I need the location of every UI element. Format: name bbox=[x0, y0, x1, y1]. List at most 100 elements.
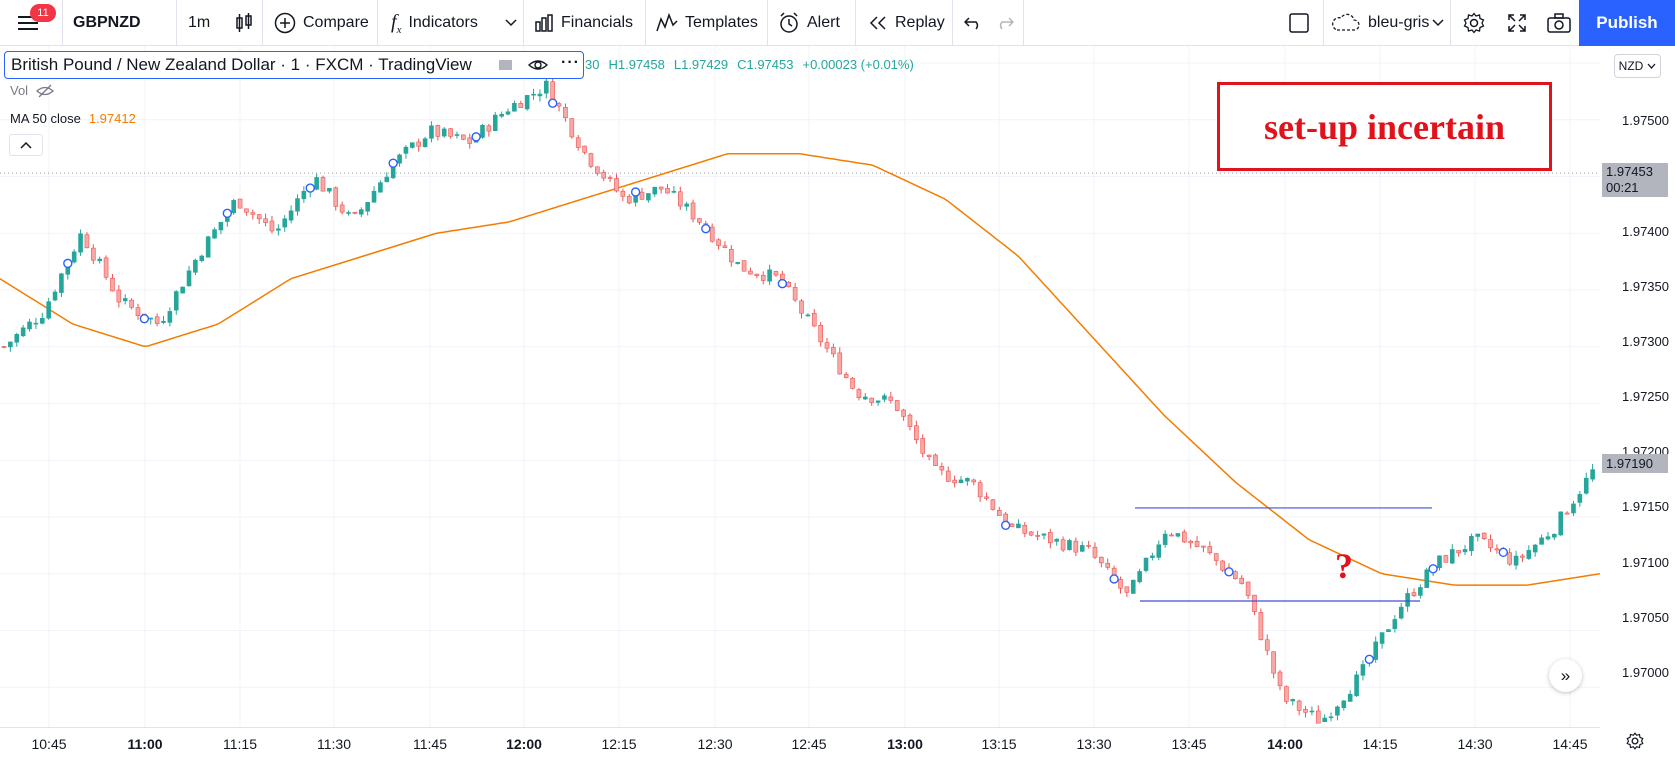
symbol-legend[interactable]: British Pound / New Zealand Dollar · 1 ·… bbox=[4, 51, 584, 79]
candle-body bbox=[1035, 535, 1040, 537]
candle-body bbox=[709, 226, 715, 242]
candle bbox=[256, 213, 262, 224]
menu-button[interactable] bbox=[18, 0, 40, 46]
candle bbox=[1315, 705, 1321, 724]
candle-body bbox=[818, 324, 823, 343]
candle bbox=[448, 128, 453, 139]
eye-icon[interactable] bbox=[527, 55, 549, 80]
candle-body bbox=[1028, 531, 1034, 536]
replay-label: Replay bbox=[895, 14, 945, 31]
annotation-question-mark[interactable]: ? bbox=[1335, 546, 1353, 586]
candle-body bbox=[1079, 545, 1085, 552]
change-value: +0.00023 (+0.01%) bbox=[802, 57, 914, 72]
indicators-dropdown[interactable] bbox=[505, 0, 517, 46]
candle-body bbox=[148, 317, 154, 320]
candle-body bbox=[690, 202, 696, 220]
candle-body bbox=[339, 204, 345, 213]
redo-button[interactable] bbox=[996, 0, 1014, 46]
candle-body bbox=[773, 271, 779, 276]
interval-button[interactable]: 1m bbox=[188, 14, 211, 31]
candle-body bbox=[212, 229, 217, 239]
layout-button[interactable] bbox=[1288, 0, 1310, 46]
candle bbox=[1130, 579, 1136, 594]
ma-legend[interactable]: MA 50 close 1.97412 bbox=[10, 111, 136, 126]
candle bbox=[352, 211, 358, 215]
candle bbox=[607, 175, 613, 182]
candle-body bbox=[894, 400, 900, 411]
candle bbox=[1073, 537, 1079, 557]
fullscreen-button[interactable] bbox=[1507, 0, 1527, 46]
flag-icon[interactable] bbox=[499, 60, 512, 70]
eye-hidden-icon[interactable] bbox=[36, 84, 55, 98]
candle-body bbox=[1373, 641, 1378, 660]
candle-body bbox=[1443, 555, 1449, 563]
candle-body bbox=[786, 281, 792, 287]
alert-button[interactable]: Alert bbox=[778, 0, 840, 46]
candle-body bbox=[952, 479, 957, 484]
candle bbox=[384, 172, 390, 183]
candle-body bbox=[914, 425, 919, 440]
candle-body bbox=[1315, 710, 1321, 724]
candle-body bbox=[1194, 540, 1200, 547]
indicators-button[interactable]: fx Indicators bbox=[391, 0, 478, 46]
candle bbox=[295, 194, 300, 216]
candle bbox=[1335, 705, 1340, 721]
axis-settings-button[interactable] bbox=[1626, 732, 1644, 755]
candle bbox=[894, 400, 900, 412]
chart-type-button[interactable] bbox=[234, 0, 254, 46]
price-label: 1.97150 bbox=[1622, 499, 1669, 514]
candle bbox=[850, 377, 855, 390]
candle bbox=[1354, 671, 1359, 697]
candle bbox=[1264, 634, 1270, 656]
candle bbox=[1590, 463, 1595, 482]
candle-body bbox=[658, 186, 664, 190]
candle bbox=[378, 180, 383, 193]
time-label: 11:45 bbox=[413, 736, 447, 752]
candle-body bbox=[110, 277, 115, 292]
volume-legend[interactable]: Vol bbox=[10, 83, 55, 98]
candle-body bbox=[186, 270, 192, 287]
candle-body bbox=[282, 218, 288, 228]
snapshot-button[interactable] bbox=[1547, 0, 1571, 46]
candle-body bbox=[614, 178, 619, 192]
scroll-to-realtime-button[interactable]: » bbox=[1549, 659, 1582, 692]
plus-circle-icon bbox=[274, 12, 296, 34]
candle bbox=[1041, 533, 1047, 540]
annotation-box[interactable]: set-up incertain bbox=[1217, 82, 1552, 171]
candle bbox=[939, 462, 945, 476]
settings-button[interactable] bbox=[1463, 0, 1485, 46]
candle-body bbox=[901, 409, 906, 417]
templates-button[interactable]: Templates bbox=[656, 0, 758, 46]
candle bbox=[39, 312, 45, 325]
more-icon[interactable]: ··· bbox=[561, 54, 580, 71]
candle-body bbox=[1169, 534, 1174, 537]
symbol-search-button[interactable]: GBPNZD bbox=[73, 14, 141, 31]
high-value: H1.97458 bbox=[608, 57, 665, 72]
layout-name-button[interactable]: bleu-gris bbox=[1329, 0, 1429, 46]
layout-dropdown[interactable] bbox=[1432, 0, 1444, 46]
currency-selector[interactable]: NZD bbox=[1614, 54, 1661, 78]
collapse-legend-button[interactable] bbox=[9, 134, 43, 156]
ohlc-prefix: 30 bbox=[585, 57, 600, 72]
publish-button[interactable]: Publish bbox=[1579, 0, 1675, 46]
candle-body bbox=[1462, 549, 1468, 553]
candle-body bbox=[1590, 469, 1595, 480]
candle-body bbox=[1048, 532, 1053, 544]
candle bbox=[977, 480, 983, 503]
candle-body bbox=[556, 103, 562, 107]
candle-body bbox=[869, 397, 874, 403]
candle bbox=[697, 218, 702, 225]
candle bbox=[1054, 538, 1059, 546]
replay-button[interactable]: Replay bbox=[868, 0, 945, 46]
candle bbox=[499, 111, 504, 119]
candle bbox=[1386, 629, 1391, 633]
financials-button[interactable]: Financials bbox=[534, 0, 633, 46]
price-chart[interactable] bbox=[0, 46, 1600, 727]
candle bbox=[952, 475, 957, 488]
candle-body bbox=[1220, 560, 1225, 571]
time-axis[interactable]: 10:45 11:00 11:15 11:30 11:45 12:00 12:1… bbox=[0, 727, 1600, 757]
candle-body bbox=[1309, 710, 1315, 713]
undo-button[interactable] bbox=[964, 0, 982, 46]
compare-button[interactable]: Compare bbox=[274, 0, 369, 46]
candle bbox=[52, 289, 58, 302]
